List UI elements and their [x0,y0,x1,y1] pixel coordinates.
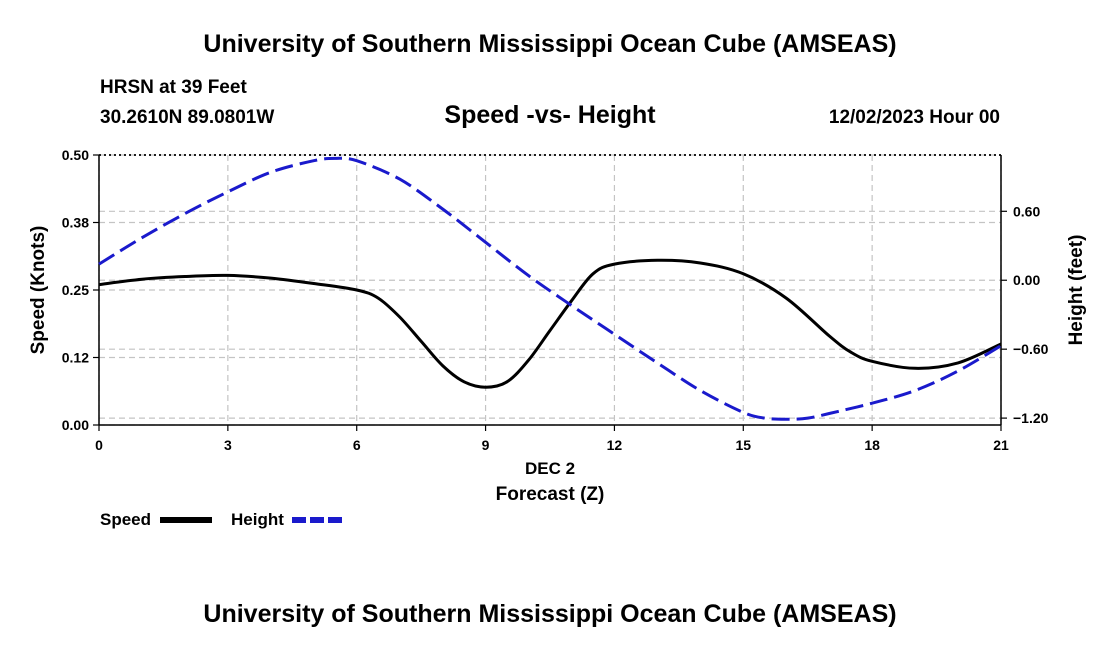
station-label: HRSN at 39 Feet [100,77,247,98]
legend-speed-label: Speed [100,510,151,529]
y-tick-label: 0.00 [62,417,89,433]
x-tick-label: 21 [993,437,1009,453]
x-tick-label: 15 [735,437,751,453]
series-group [98,156,1002,421]
y2-tick-label: −1.20 [1013,410,1049,426]
axis-ticks: 0 3 6 9 12 15 18 21 0.00 0.12 0.25 0.38 0.50 −1.20 −0.… [62,147,1049,453]
y2-tick-label: 0.60 [1013,203,1040,219]
y-tick-label: 0.25 [62,282,89,298]
footer-title: University of Southern Mississippi Ocean… [203,600,897,628]
y-axis-label: Speed (Knots) [28,226,49,355]
y-tick-label: 0.50 [62,147,89,163]
x-tick-label: 18 [864,437,880,453]
x-tick-label: 9 [482,437,490,453]
forecast-date: 12/02/2023 Hour 00 [828,107,1000,128]
x-tick-label: 6 [353,437,361,453]
x-axis-label: Forecast (Z) [496,484,605,505]
y-tick-label: 0.38 [62,215,89,231]
y-tick-label: 0.12 [62,350,89,366]
y2-axis-label: Height (feet) [1066,235,1087,346]
legend: Speed Height [100,510,344,529]
y2-tick-label: −0.60 [1013,341,1049,357]
x-tick-label: 12 [607,437,623,453]
x-tick-label: 0 [95,437,103,453]
legend-height-label: Height [231,510,284,529]
x-tick-label: 3 [224,437,232,453]
speed-series-line [98,258,1002,389]
chart-title: University of Southern Mississippi Ocean… [203,30,897,58]
y2-tick-label: 0.00 [1013,272,1040,288]
station-coordinates: 30.2610N 89.0801W [100,107,275,128]
plot-subtitle: Speed -vs- Height [444,101,656,129]
x-axis-date-label: DEC 2 [525,459,575,478]
height-series-line [98,156,1002,421]
